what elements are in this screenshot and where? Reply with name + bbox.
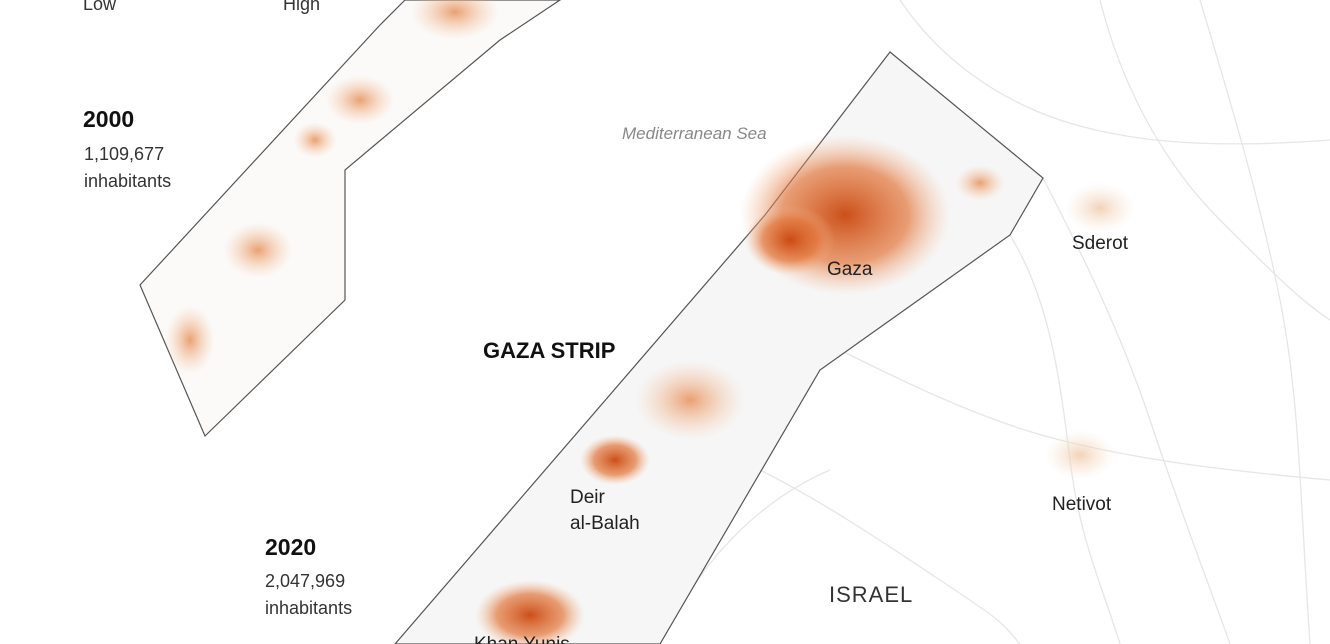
population: 2,047,969: [265, 571, 345, 591]
density-2020: [475, 135, 1135, 644]
legend-low: Low: [83, 0, 117, 14]
density-2000: [165, 0, 500, 375]
legend-high: High: [283, 0, 320, 14]
strip-2000-outline: [139, 0, 562, 438]
unit: inhabitants: [84, 171, 171, 191]
place-label: Deir: [570, 487, 606, 508]
country-label: ISRAEL: [829, 582, 913, 607]
region-label: GAZA STRIP: [483, 338, 615, 363]
place-label: al-Balah: [570, 513, 640, 534]
place-label: Gaza: [827, 259, 873, 280]
unit: inhabitants: [265, 598, 352, 618]
place-label: Khan Yunis: [474, 634, 570, 644]
place-label: Netivot: [1052, 494, 1112, 515]
population: 1,109,677: [84, 144, 164, 164]
year: 2020: [265, 534, 316, 560]
year: 2000: [83, 106, 134, 132]
sea-label: Mediterranean Sea: [622, 124, 767, 143]
place-label: Sderot: [1072, 233, 1129, 254]
israel-roads: [659, 0, 1330, 644]
